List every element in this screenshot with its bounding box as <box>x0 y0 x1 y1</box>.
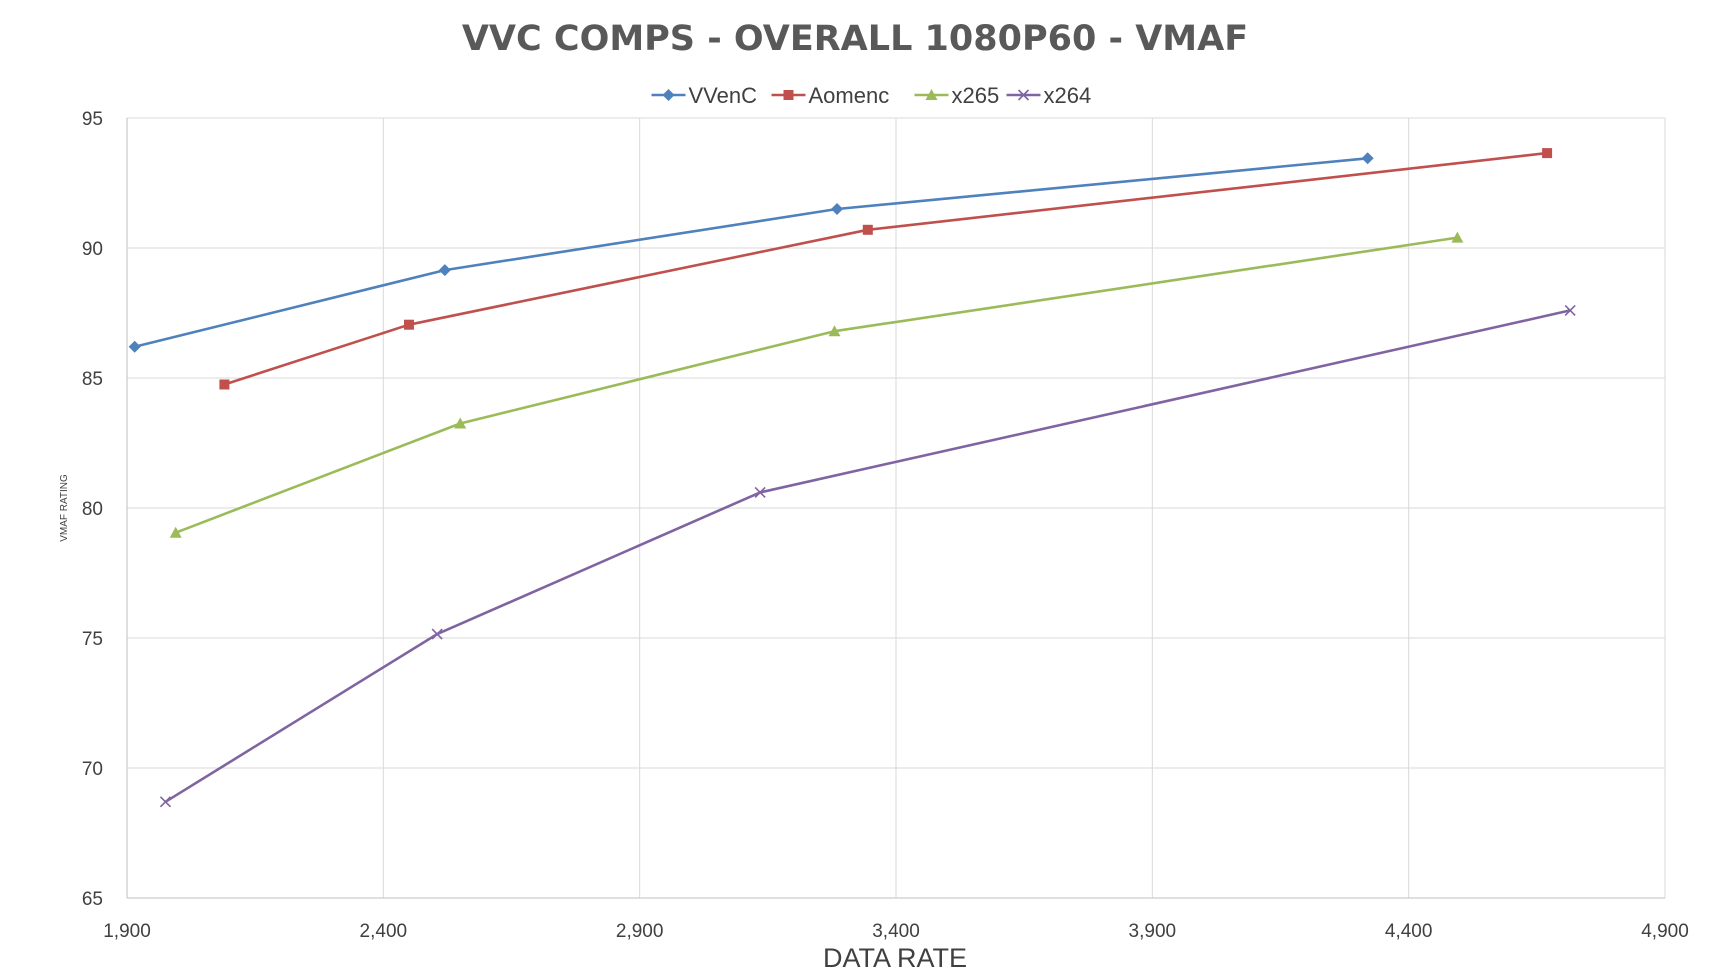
legend-label: VVenC <box>689 83 758 108</box>
y-tick-label: 90 <box>82 239 103 260</box>
data-point-vvenc <box>831 203 844 215</box>
data-point-x264 <box>754 486 766 498</box>
data-point-x265 <box>828 325 841 337</box>
legend: VVenC Aomenc x265 x264 <box>651 83 1092 108</box>
chart-title: VVC COMPS - OVERALL 1080P60 - VMAF <box>462 19 1248 59</box>
legend-item-x265: x265 <box>914 83 1000 108</box>
data-point-aomenc <box>862 224 873 235</box>
data-point-x264 <box>431 628 443 640</box>
data-point-x265 <box>169 526 182 538</box>
data-point-x264 <box>159 796 172 808</box>
y-tick-label: 80 <box>82 499 103 520</box>
series-x264 <box>159 304 1576 808</box>
x-tick-label: 3,400 <box>872 921 920 942</box>
legend-marker <box>662 89 675 101</box>
legend-marker <box>783 90 794 100</box>
data-point-aomenc <box>1542 148 1553 159</box>
legend-item-aomenc: Aomenc <box>771 83 890 108</box>
legend-label: Aomenc <box>809 83 890 108</box>
data-point-x264 <box>1564 304 1576 316</box>
series-aomenc <box>219 148 1553 390</box>
series-line-vvenc <box>134 157 1368 349</box>
x-tick-label: 4,400 <box>1385 921 1433 942</box>
series-layer <box>128 148 1576 808</box>
x-tick-label: 3,900 <box>1129 921 1177 942</box>
x-tick-label: 4,900 <box>1641 921 1689 942</box>
series-line-x264 <box>164 309 1571 803</box>
grid-layer <box>126 117 1666 899</box>
data-point-vvenc <box>128 340 141 353</box>
y-tick-label: 70 <box>82 759 103 780</box>
y-axis-label: VMAF RATING <box>59 474 70 542</box>
data-point-x265 <box>454 417 467 429</box>
x-tick-label: 2,400 <box>360 921 408 942</box>
data-point-aomenc <box>219 379 230 390</box>
data-point-vvenc <box>1361 152 1374 165</box>
y-tick-label: 75 <box>82 629 103 650</box>
y-tick-label: 65 <box>82 889 103 910</box>
legend-label: x264 <box>1044 83 1092 108</box>
legend-label: x265 <box>952 83 1000 108</box>
legend-marker <box>1017 89 1030 101</box>
axis-layer: 65 70 75 80 85 90 95 1,900 2,400 2,900 3,400 3,900 4… <box>82 109 1689 942</box>
data-point-aomenc <box>403 319 414 330</box>
x-axis-label: DATA RATE <box>823 943 967 973</box>
legend-item-x264: x264 <box>1006 83 1092 108</box>
series-line-aomenc <box>224 151 1548 386</box>
y-tick-label: 85 <box>82 369 103 390</box>
x-tick-label: 1,900 <box>103 921 151 942</box>
data-point-vvenc <box>438 264 451 277</box>
legend-item-vvenc: VVenC <box>651 83 758 108</box>
x-tick-label: 2,900 <box>616 921 664 942</box>
series-line-x265 <box>175 236 1458 534</box>
legend-marker <box>925 89 938 100</box>
series-x265 <box>169 231 1464 538</box>
series-vvenc <box>128 152 1374 353</box>
y-tick-label: 95 <box>82 109 103 130</box>
data-point-x265 <box>1451 231 1464 243</box>
